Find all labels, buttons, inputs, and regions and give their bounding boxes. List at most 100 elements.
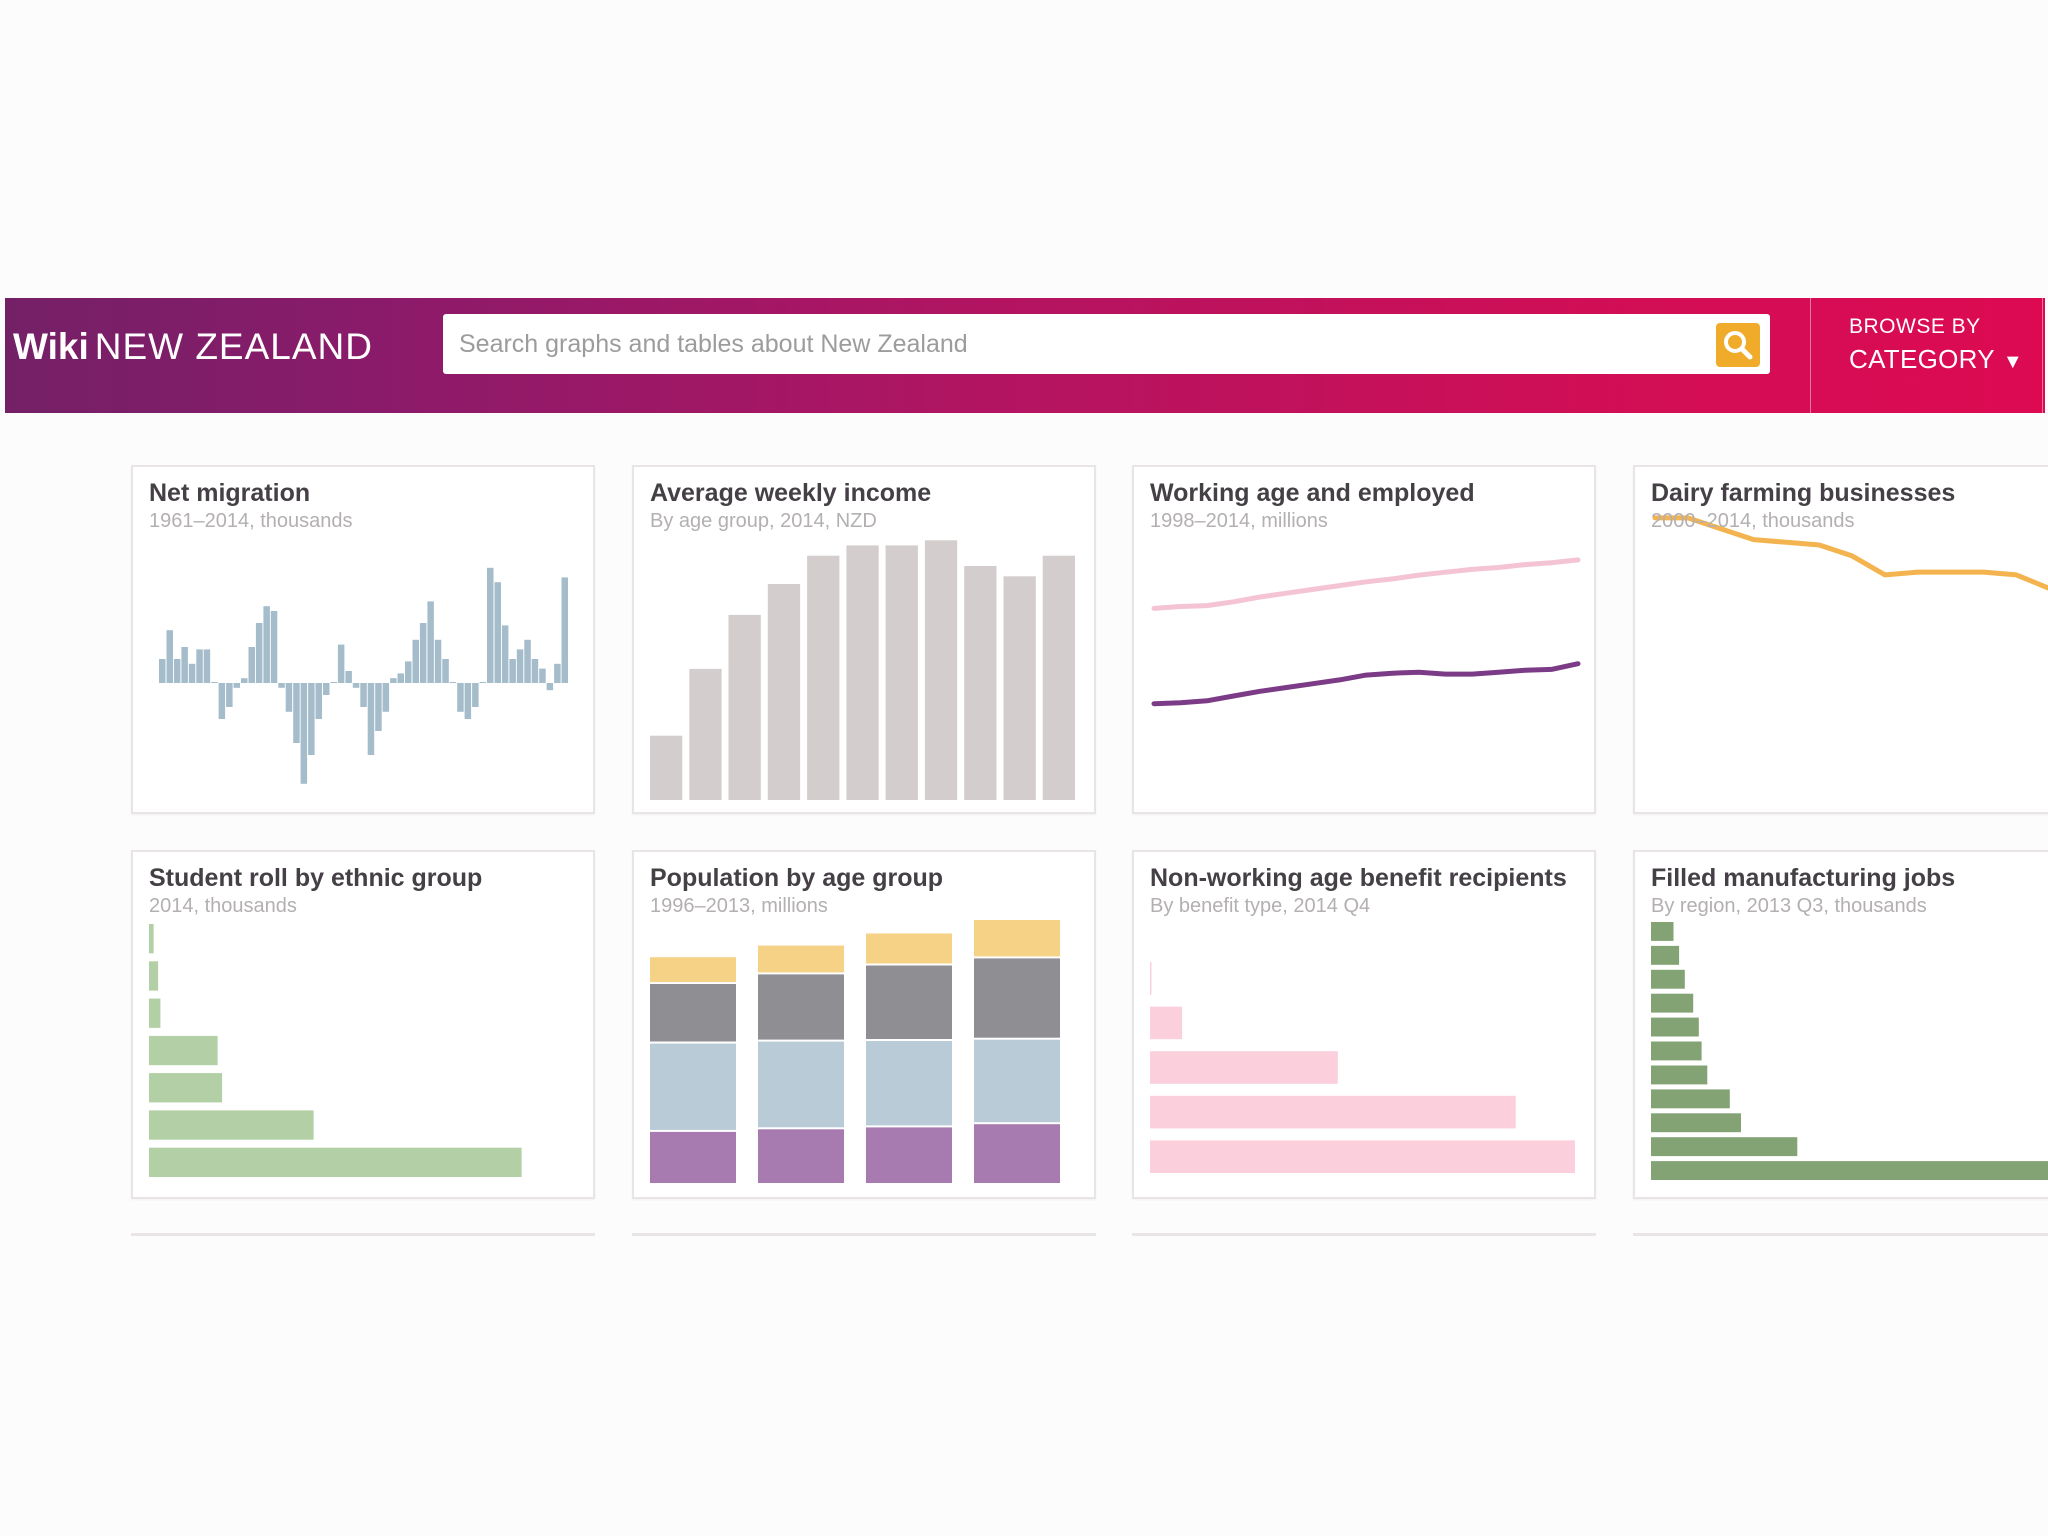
migration-bar xyxy=(412,639,419,683)
next-row-card-edge xyxy=(632,1233,1096,1236)
migration-bar xyxy=(263,606,270,683)
income-bar xyxy=(689,668,722,800)
migration-bar xyxy=(434,639,442,683)
income-bar xyxy=(767,584,801,800)
stacked-segment-2013 xyxy=(974,1039,1060,1123)
card-title: Population by age group xyxy=(650,864,944,892)
next-row-card-edge xyxy=(1132,1233,1596,1236)
manufacturing-jobs-chart xyxy=(1651,922,2048,1180)
migration-bar xyxy=(315,683,322,719)
student-roll-chart xyxy=(149,924,522,1177)
site-logo[interactable]: Wiki NEW ZEALAND xyxy=(13,326,373,368)
migration-bar xyxy=(449,682,457,683)
stacked-segment-2006 xyxy=(866,933,952,964)
stacked-segment-2013 xyxy=(974,1124,1060,1183)
hbar xyxy=(1651,1017,1699,1037)
search-box xyxy=(443,314,1770,374)
migration-bar xyxy=(270,611,278,683)
stacked-segment-2001 xyxy=(758,1041,844,1128)
migration-bar xyxy=(159,659,166,683)
income-bar xyxy=(885,545,918,800)
population-age-group-chart xyxy=(650,920,1060,1183)
migration-bar xyxy=(323,683,330,695)
graph-card-manufacturing-jobs[interactable]: Filled manufacturing jobs By region, 201… xyxy=(1633,850,2048,1199)
browse-by-category-button[interactable]: BROWSE BY CATEGORY ▼ xyxy=(1810,298,2043,413)
income-bar xyxy=(964,566,997,800)
card-title: Dairy farming businesses xyxy=(1651,479,1956,507)
migration-bar xyxy=(457,683,464,712)
migration-bar xyxy=(546,683,554,691)
migration-bar xyxy=(248,647,255,683)
migration-bar xyxy=(539,668,546,683)
graph-card-working-age-employed[interactable]: Working age and employed 1998–2014, mill… xyxy=(1132,465,1596,814)
migration-bar xyxy=(255,623,263,683)
migration-bar xyxy=(345,671,352,683)
migration-bar xyxy=(352,683,360,688)
hbar xyxy=(149,961,159,991)
card-title: Net migration xyxy=(149,479,311,507)
series-line-dairy-farming-businesses xyxy=(1652,515,2048,591)
migration-bar xyxy=(405,661,412,683)
hbar xyxy=(1651,945,1680,965)
next-row-card-edge xyxy=(1633,1233,2048,1236)
hbar xyxy=(1651,1137,1798,1157)
logo-country: NEW ZEALAND xyxy=(94,326,373,367)
income-bar xyxy=(650,735,683,800)
migration-bar xyxy=(516,649,524,683)
benefit-recipients-chart xyxy=(1150,962,1575,1173)
migration-bar xyxy=(285,683,293,712)
graph-card-net-migration[interactable]: Net migration 1961–2014, thousands xyxy=(131,465,595,814)
browse-by-label: BROWSE BY xyxy=(1849,315,1981,338)
graph-card-student-roll[interactable]: Student roll by ethnic group 2014, thous… xyxy=(131,850,595,1199)
income-bar xyxy=(1003,576,1036,800)
stacked-segment-2001 xyxy=(758,945,844,973)
graph-card-average-weekly-income[interactable]: Average weekly income By age group, 2014… xyxy=(632,465,1096,814)
hbar xyxy=(1651,1161,2048,1180)
hbar xyxy=(1651,1113,1741,1133)
migration-bar xyxy=(188,663,196,683)
series-line-working-age xyxy=(1151,557,1581,611)
hbar xyxy=(1651,993,1694,1013)
net-migration-chart xyxy=(159,567,568,784)
migration-bar xyxy=(419,623,427,683)
migration-bar xyxy=(524,639,531,683)
migration-bar xyxy=(479,682,486,683)
search-button[interactable] xyxy=(1716,323,1760,367)
migration-bar xyxy=(203,649,211,683)
migration-bar xyxy=(367,683,375,755)
stacked-segment-1996 xyxy=(650,957,736,983)
card-subtitle: 1961–2014, thousands xyxy=(149,510,353,532)
search-input[interactable] xyxy=(443,314,1693,374)
logo-wiki: Wiki xyxy=(13,326,89,367)
graph-card-benefit-recipients[interactable]: Non-working age benefit recipients By be… xyxy=(1132,850,1596,1199)
migration-bar xyxy=(375,683,382,731)
card-subtitle: 1998–2014, millions xyxy=(1150,510,1328,532)
card-subtitle: By benefit type, 2014 Q4 xyxy=(1150,895,1371,917)
graph-card-dairy-farming[interactable]: Dairy farming businesses 2000–2014, thou… xyxy=(1633,465,2048,814)
working-age-employed-chart xyxy=(1151,557,1581,707)
hbar xyxy=(149,924,154,954)
hbar xyxy=(1651,1089,1730,1109)
stacked-segment-1996 xyxy=(650,984,736,1042)
migration-bar xyxy=(397,673,404,683)
stacked-segment-2013 xyxy=(974,958,1060,1038)
series-line-employed xyxy=(1151,661,1581,707)
dairy-farming-chart xyxy=(1652,515,2048,591)
income-bar xyxy=(807,555,840,800)
card-subtitle: 2014, thousands xyxy=(149,895,297,917)
income-bar xyxy=(846,545,879,800)
migration-bar xyxy=(337,644,345,683)
card-title: Student roll by ethnic group xyxy=(149,864,483,892)
migration-bar xyxy=(427,601,434,683)
migration-bar xyxy=(382,683,390,712)
hbar xyxy=(1651,1065,1708,1085)
card-title: Average weekly income xyxy=(650,479,932,507)
migration-bar xyxy=(211,682,218,683)
migration-bar xyxy=(233,683,240,688)
migration-bar xyxy=(173,659,181,683)
graph-card-population-age-group[interactable]: Population by age group 1996–2013, milli… xyxy=(632,850,1096,1199)
card-subtitle: 2000–2014, thousands xyxy=(1651,510,1855,532)
migration-bar xyxy=(494,582,501,683)
chevron-down-icon: ▼ xyxy=(2002,351,2024,373)
migration-bar xyxy=(218,683,226,719)
